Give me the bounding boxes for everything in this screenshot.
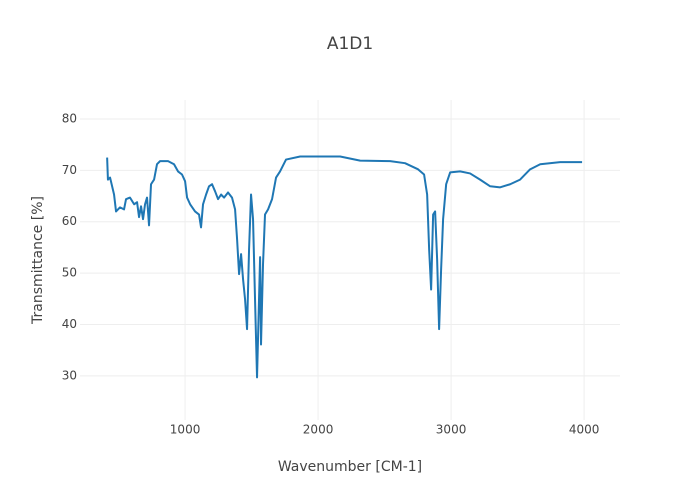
- y-tick-label: 80: [62, 112, 77, 126]
- x-tick-label: 4000: [569, 423, 600, 437]
- y-tick-label: 60: [62, 214, 77, 228]
- y-axis-title: Transmittance [%]: [30, 196, 46, 325]
- x-tick-label: 1000: [170, 423, 201, 437]
- y-tick-label: 30: [62, 368, 77, 382]
- x-tick-label: 2000: [303, 423, 334, 437]
- y-tick-label: 50: [62, 266, 77, 280]
- y-tick-label: 40: [62, 317, 77, 331]
- chart-title: A1D1: [327, 34, 373, 54]
- data-line: [106, 155, 583, 379]
- x-tick-label: 3000: [436, 423, 467, 437]
- x-axis-title: Wavenumber [CM-1]: [278, 459, 422, 475]
- y-tick-label: 70: [62, 163, 77, 177]
